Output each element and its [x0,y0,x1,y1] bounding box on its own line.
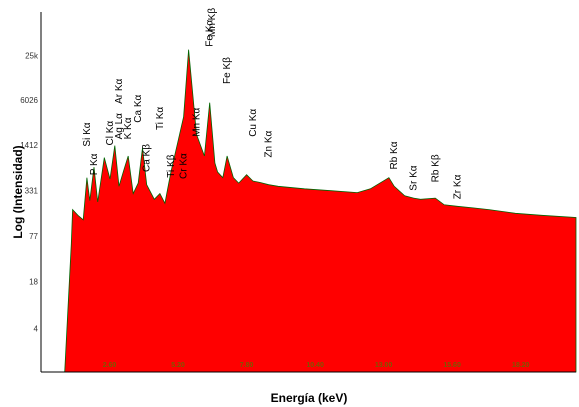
peak-label: Cr Kα [179,153,190,179]
x-tick-label: 2.60 [103,362,117,369]
x-tick-label: 15.60 [443,362,461,369]
x-tick-label: 13.00 [375,362,393,369]
y-tick-label: 331 [25,187,39,196]
x-tick-labels: 2.60 5.20 7.80 10.40 13.00 15.60 18.20 [103,362,530,369]
peak-label: Ag Lα [114,113,125,140]
y-tick-label: 4 [34,325,39,334]
plot-area [64,49,577,373]
y-tick-label: 6026 [20,96,38,105]
peak-label: Fe Kβ [222,57,233,84]
y-tick-labels: 4 18 77 331 1412 6026 25k [20,51,39,333]
x-tick-label: 7.80 [240,362,254,369]
peak-label: Ti Kβ [166,154,177,177]
x-tick-label: 10.40 [306,362,324,369]
peak-label: Rb Kβ [430,154,441,182]
x-tick-label: 5.20 [171,362,185,369]
peak-label: Zr Kα [452,174,463,199]
y-axis-label: Log (Intensidad) [11,145,25,238]
peak-label: P Kα [89,153,100,175]
peak-label: Sr Kα [409,165,420,190]
peak-label: Ar Kα [114,78,125,103]
peak-label: K Kα [123,117,134,139]
peak-label: Fe Kα [205,20,216,47]
peak-label: Ti Kα [155,107,166,130]
peak-label: Cu Kα [248,109,259,137]
peak-label: Mn Kα [192,107,203,136]
peak-label: Cl Kα [105,121,116,146]
peak-label: Rb Kα [389,141,400,169]
peak-label: Zn Kα [264,130,275,157]
x-tick-label: 18.20 [512,362,530,369]
peak-label: Ca Kβ [142,144,153,172]
peak-label: Si Kα [82,122,93,146]
y-tick-label: 1412 [20,141,38,150]
y-tick-label: 25k [25,51,39,60]
peak-label: Mn Kβ [207,8,218,37]
spectrum-area [64,49,577,373]
y-tick-label: 18 [29,278,38,287]
x-axis-label: Energía (keV) [271,391,348,405]
y-tick-label: 77 [29,232,38,241]
peak-label: Ca Kα [133,94,144,122]
